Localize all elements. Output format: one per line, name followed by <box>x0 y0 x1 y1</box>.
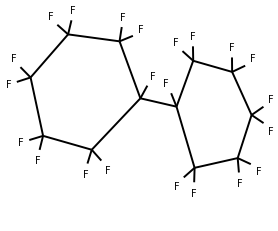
Text: F: F <box>237 178 242 188</box>
Text: F: F <box>11 54 17 64</box>
Text: F: F <box>70 6 76 16</box>
Text: F: F <box>105 165 111 175</box>
Text: F: F <box>163 79 169 89</box>
Text: F: F <box>138 25 144 35</box>
Text: F: F <box>191 188 197 198</box>
Text: F: F <box>150 71 156 82</box>
Text: F: F <box>6 79 11 89</box>
Text: F: F <box>35 156 41 166</box>
Text: F: F <box>48 12 53 22</box>
Text: F: F <box>174 181 180 191</box>
Text: F: F <box>256 167 262 177</box>
Text: F: F <box>250 54 256 64</box>
Text: F: F <box>120 12 125 22</box>
Text: F: F <box>173 38 178 48</box>
Text: F: F <box>190 32 196 42</box>
Text: F: F <box>18 137 24 147</box>
Text: F: F <box>268 94 274 104</box>
Text: F: F <box>229 43 235 53</box>
Text: F: F <box>268 127 274 137</box>
Text: F: F <box>83 169 89 179</box>
